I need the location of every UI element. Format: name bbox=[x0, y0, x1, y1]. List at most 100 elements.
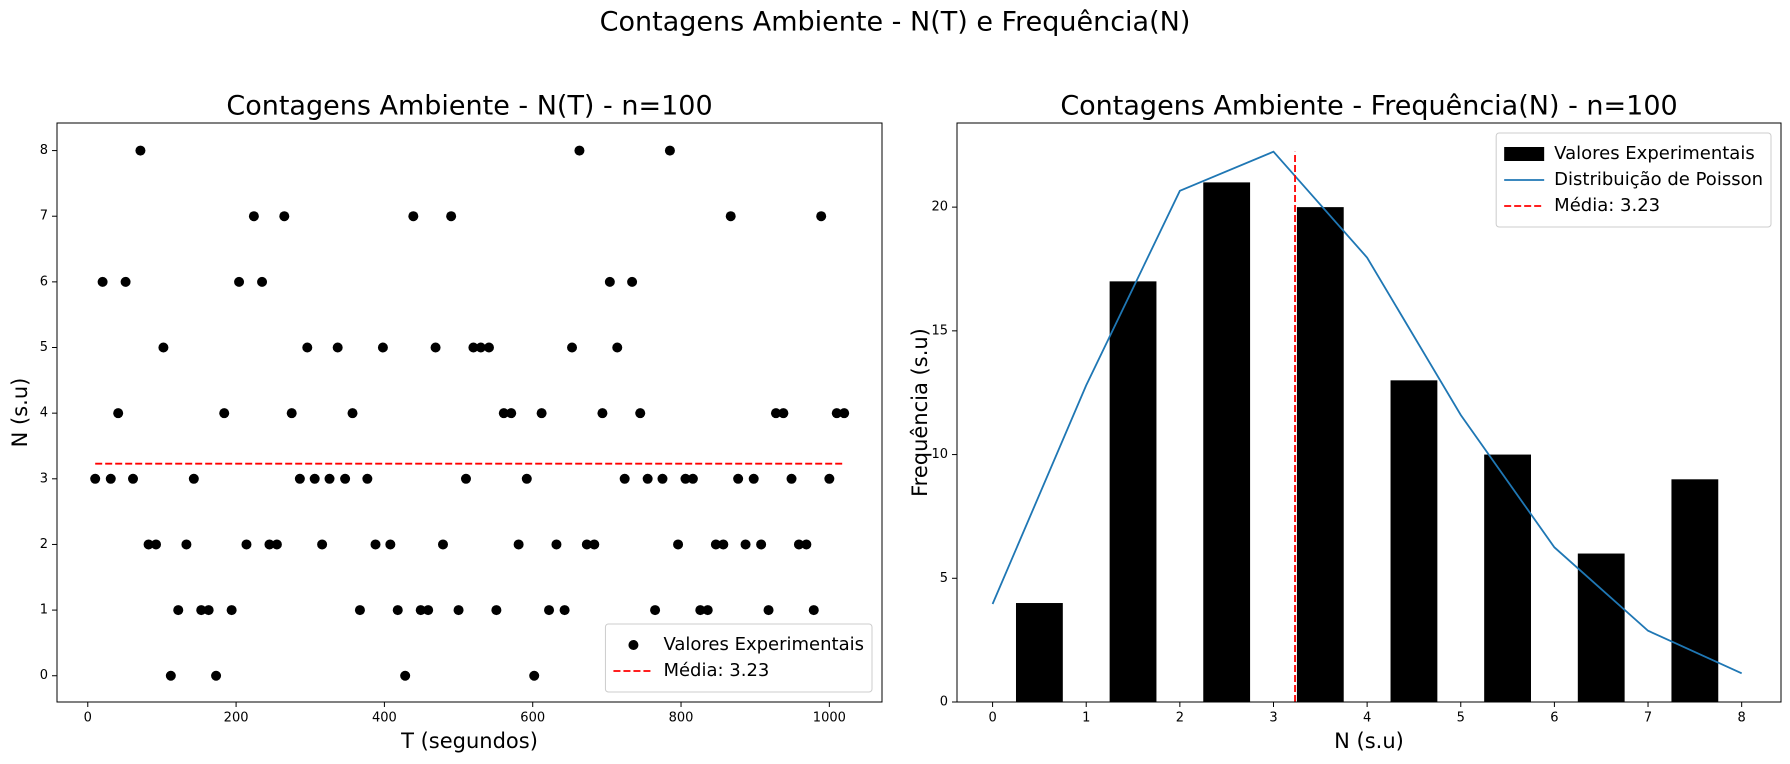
data-point bbox=[529, 670, 540, 681]
data-point bbox=[551, 539, 562, 550]
data-point bbox=[324, 473, 335, 484]
data-point bbox=[241, 539, 252, 550]
data-point bbox=[158, 342, 169, 353]
data-point bbox=[135, 145, 146, 156]
data-point bbox=[816, 211, 827, 222]
data-point bbox=[415, 605, 426, 616]
data-point bbox=[597, 408, 608, 419]
data-point bbox=[581, 539, 592, 550]
y-tick-label: 5 bbox=[940, 571, 948, 586]
legend-label: Média: 3.23 bbox=[663, 660, 769, 681]
data-point bbox=[574, 145, 585, 156]
data-point bbox=[408, 211, 419, 222]
subplot-title: Contagens Ambiente - Frequência(N) - n=1… bbox=[1060, 91, 1677, 122]
data-point bbox=[483, 342, 494, 353]
data-point bbox=[234, 276, 245, 287]
y-tick-label: 7 bbox=[40, 209, 48, 224]
data-point bbox=[151, 539, 161, 550]
data-point bbox=[370, 539, 381, 550]
data-point bbox=[302, 342, 313, 353]
data-point bbox=[498, 408, 509, 419]
data-point bbox=[354, 605, 365, 616]
data-point bbox=[460, 473, 471, 484]
x-tick-label: 7 bbox=[1644, 711, 1652, 726]
data-point bbox=[257, 276, 268, 287]
x-tick-label: 400 bbox=[372, 711, 397, 726]
data-point bbox=[748, 473, 759, 484]
data-point bbox=[801, 539, 812, 550]
axes-frame bbox=[56, 122, 883, 703]
y-tick-label: 0 bbox=[40, 668, 48, 683]
data-point bbox=[437, 539, 448, 550]
data-point bbox=[627, 276, 638, 287]
data-point bbox=[770, 408, 781, 419]
y-tick-label: 8 bbox=[40, 143, 48, 158]
data-point bbox=[491, 605, 502, 616]
data-point bbox=[612, 342, 623, 353]
data-point bbox=[657, 473, 668, 484]
legend: Valores Experimentais Média: 3.23 bbox=[604, 623, 873, 693]
legend-marker bbox=[628, 640, 639, 650]
data-point bbox=[673, 539, 684, 550]
data-point bbox=[143, 539, 154, 550]
legend-frame bbox=[1495, 132, 1772, 228]
data-point bbox=[105, 473, 116, 484]
bar bbox=[1296, 207, 1344, 702]
y-axis-label: N (s.u) bbox=[8, 378, 32, 448]
data-point bbox=[513, 539, 524, 550]
bar bbox=[1390, 380, 1438, 702]
data-point bbox=[203, 605, 214, 616]
data-point bbox=[165, 670, 176, 681]
data-point bbox=[173, 605, 184, 616]
data-point bbox=[226, 605, 237, 616]
y-tick-label: 6 bbox=[40, 274, 48, 289]
data-point bbox=[839, 408, 850, 419]
data-point bbox=[756, 539, 767, 550]
x-tick-label: 1000 bbox=[813, 711, 846, 726]
data-point bbox=[740, 539, 751, 550]
data-point bbox=[824, 473, 835, 484]
data-point bbox=[264, 539, 275, 550]
data-point bbox=[430, 342, 441, 353]
data-point bbox=[279, 211, 290, 222]
data-point bbox=[604, 276, 615, 287]
data-point bbox=[521, 473, 532, 484]
legend: Valores Experimentais Distribuição de Poi… bbox=[1495, 132, 1772, 228]
legend-label: Distribuição de Poisson bbox=[1554, 169, 1763, 190]
legend-label: Valores Experimentais bbox=[1554, 143, 1755, 164]
data-point bbox=[793, 539, 804, 550]
data-point bbox=[468, 342, 479, 353]
data-point bbox=[808, 605, 819, 616]
bar bbox=[1484, 454, 1531, 702]
data-point bbox=[219, 408, 230, 419]
y-tick-label: 5 bbox=[40, 340, 48, 355]
bar bbox=[1015, 603, 1063, 702]
figure-title: Contagens Ambiente - N(T) e Frequência(N… bbox=[600, 7, 1191, 38]
data-point bbox=[128, 473, 139, 484]
data-point bbox=[710, 539, 721, 550]
x-tick-label: 2 bbox=[1176, 711, 1184, 726]
data-point bbox=[687, 473, 698, 484]
y-tick-label: 10 bbox=[931, 447, 948, 462]
x-tick-label: 0 bbox=[988, 711, 996, 726]
x-tick-label: 5 bbox=[1457, 711, 1465, 726]
bar bbox=[1671, 479, 1719, 702]
data-point bbox=[188, 473, 199, 484]
legend-marker bbox=[1504, 147, 1545, 161]
data-point bbox=[831, 408, 842, 419]
bar bbox=[1577, 553, 1625, 702]
data-point bbox=[619, 473, 630, 484]
data-point bbox=[317, 539, 328, 550]
data-point bbox=[181, 539, 192, 550]
data-point bbox=[248, 211, 259, 222]
x-tick-label: 600 bbox=[520, 711, 545, 726]
poisson-line bbox=[991, 150, 1743, 675]
data-point bbox=[423, 605, 434, 616]
x-tick-label: 0 bbox=[84, 711, 92, 726]
axes-frame bbox=[956, 122, 1782, 703]
y-tick-label: 0 bbox=[940, 695, 948, 710]
y-tick-label: 20 bbox=[931, 200, 948, 215]
data-point bbox=[778, 408, 789, 419]
data-point bbox=[763, 605, 774, 616]
data-point bbox=[196, 605, 207, 616]
